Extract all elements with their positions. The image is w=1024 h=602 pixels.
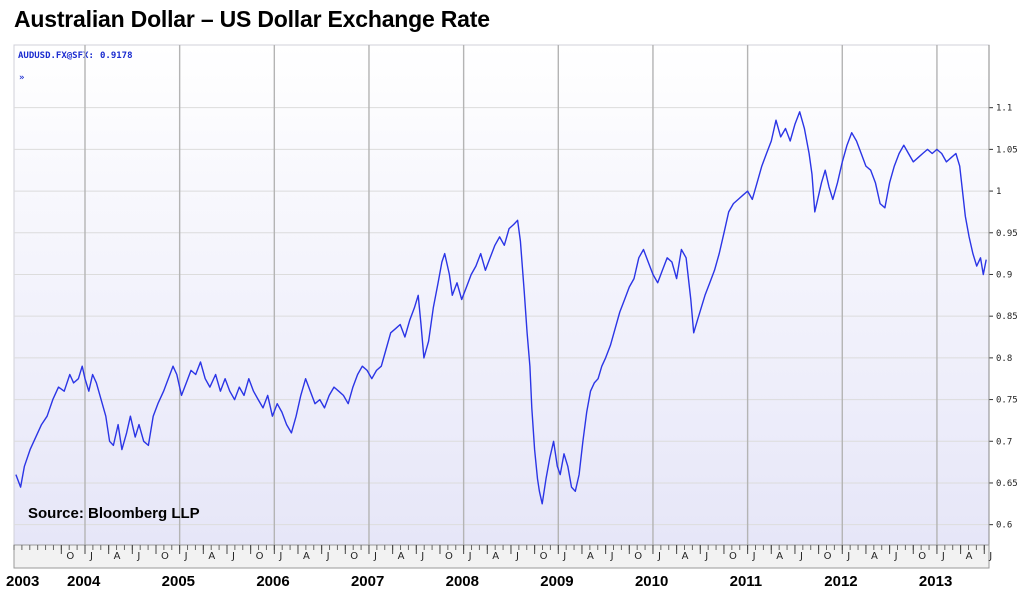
y-tick-label: 0.7	[996, 437, 1012, 447]
month-tick-label: A	[587, 551, 594, 562]
year-label: 2003	[6, 573, 39, 590]
source-note: Source: Bloomberg LLP	[28, 505, 200, 522]
y-tick-label: 1	[996, 187, 1001, 197]
expand-arrow-icon[interactable]: »	[19, 73, 24, 83]
year-label: 2012	[824, 573, 857, 590]
month-tick-label: O	[540, 551, 548, 562]
month-tick-label: O	[634, 551, 642, 562]
month-tick-label: A	[208, 551, 215, 562]
month-tick-label: J	[184, 551, 188, 562]
page-title: Australian Dollar – US Dollar Exchange R…	[14, 6, 490, 32]
y-tick-label: 0.6	[996, 521, 1012, 531]
y-tick-label: 1.05	[996, 145, 1018, 155]
month-tick-label: A	[682, 551, 689, 562]
month-tick-label: A	[398, 551, 405, 562]
month-tick-label: J	[562, 551, 566, 562]
month-tick-label: J	[704, 551, 708, 562]
month-tick-label: J	[894, 551, 898, 562]
month-tick-label: A	[776, 551, 783, 562]
year-label: 2005	[162, 573, 195, 590]
month-tick-label: J	[941, 551, 945, 562]
y-tick-label: 1.1	[996, 104, 1012, 114]
year-label: 2011	[730, 573, 763, 590]
ticker-label: AUDUSD.FX@SFX:	[18, 51, 94, 61]
month-tick-label: O	[256, 551, 264, 562]
year-label: 2009	[540, 573, 573, 590]
y-axis: 0.6 0.65 0.7 0.75 0.8 0.85 0.9 0.95 1 1.05 1.1	[988, 45, 1018, 545]
y-tick-label: 0.75	[996, 396, 1018, 406]
plot-area	[13, 44, 990, 546]
month-tick-label: A	[966, 551, 973, 562]
y-tick-label: 0.65	[996, 479, 1018, 489]
month-tick-label: A	[871, 551, 878, 562]
month-tick-label: O	[161, 551, 169, 562]
month-tick-label: O	[729, 551, 737, 562]
month-tick-label: J	[657, 551, 661, 562]
y-tick-label: 0.85	[996, 312, 1018, 322]
month-tick-label: J	[752, 551, 756, 562]
year-label: 2006	[256, 573, 289, 590]
month-tick-label: A	[114, 551, 121, 562]
year-label: 2013	[919, 573, 952, 590]
month-tick-label: J	[373, 551, 377, 562]
month-tick-label: J	[278, 551, 282, 562]
month-tick-label: A	[492, 551, 499, 562]
month-tick-label: J	[468, 551, 472, 562]
month-strip	[13, 544, 990, 569]
month-tick-label: O	[350, 551, 358, 562]
month-tick-label: J	[89, 551, 93, 562]
month-tick-label: O	[918, 551, 926, 562]
last-value-label: 0.9178	[100, 51, 133, 61]
month-tick-label: J	[231, 551, 235, 562]
month-tick-label: A	[303, 551, 310, 562]
year-label: 2008	[446, 573, 479, 590]
y-tick-label: 0.8	[996, 354, 1012, 364]
year-label: 2004	[67, 573, 101, 590]
year-label: 2007	[351, 573, 384, 590]
y-tick-label: 0.95	[996, 229, 1018, 239]
y-tick-label: 0.9	[996, 270, 1012, 280]
month-tick-label: O	[824, 551, 832, 562]
month-tick-label: J	[846, 551, 850, 562]
series-line	[15, 111, 987, 505]
month-tick-label: J	[326, 551, 330, 562]
month-tick-label: O	[66, 551, 74, 562]
month-tick-label: J	[515, 551, 519, 562]
month-tick-label: J	[799, 551, 803, 562]
month-tick-label: J	[420, 551, 424, 562]
month-tick-label: O	[445, 551, 453, 562]
month-tick-label: J	[610, 551, 614, 562]
month-tick-label: J	[988, 551, 992, 562]
year-label: 2010	[635, 573, 668, 590]
month-tick-label: J	[136, 551, 140, 562]
